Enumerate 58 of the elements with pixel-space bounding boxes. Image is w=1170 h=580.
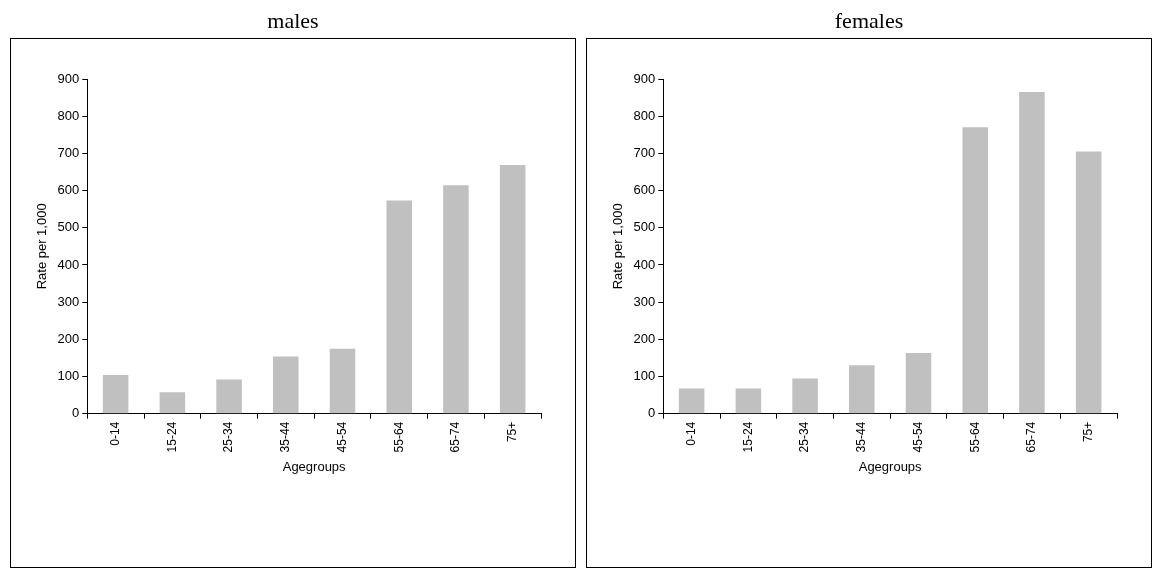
y-tick-label: 700: [57, 144, 80, 160]
x-axis-title: Agegroups: [282, 458, 347, 474]
chart-title: males: [267, 8, 319, 35]
y-tick-label: 900: [57, 70, 80, 86]
x-tick-label: 45-54: [334, 421, 349, 453]
bar: [962, 127, 988, 414]
bar: [792, 378, 818, 414]
y-tick-label: 500: [57, 219, 80, 235]
x-tick-label: 35-44: [278, 421, 293, 453]
bar: [678, 388, 705, 414]
x-tick-label: 0-14: [683, 421, 698, 446]
bar: [443, 185, 469, 414]
y-tick-label: 100: [57, 368, 80, 384]
y-tick-label: 800: [57, 107, 80, 123]
x-tick-label: 45-54: [910, 421, 925, 453]
bar: [386, 200, 412, 414]
bar: [159, 392, 186, 414]
x-tick-label: 25-34: [221, 421, 236, 453]
x-tick-label: 15-24: [740, 421, 755, 453]
y-tick-label: 400: [57, 256, 80, 272]
x-tick-label: 75+: [1080, 421, 1095, 443]
y-tick-label: 100: [633, 368, 656, 384]
y-tick-label: 300: [57, 293, 80, 309]
bar: [1075, 151, 1102, 414]
bar: [329, 348, 356, 414]
y-tick-label: 200: [57, 330, 80, 346]
y-axis-title: Rate per 1,000: [610, 203, 626, 290]
y-tick-label: 0: [72, 405, 80, 421]
chart-title: females: [834, 8, 904, 35]
y-tick-label: 500: [633, 219, 656, 235]
y-axis-title: Rate per 1,000: [34, 203, 50, 290]
y-tick-label: 600: [633, 182, 656, 198]
x-tick-label: 0-14: [107, 421, 122, 446]
y-tick-label: 300: [633, 293, 656, 309]
y-tick-label: 800: [633, 107, 656, 123]
x-tick-label: 35-44: [854, 421, 869, 453]
bar: [849, 365, 875, 414]
y-tick-label: 0: [648, 405, 656, 421]
bar: [273, 356, 299, 414]
x-tick-label: 65-74: [1024, 421, 1039, 453]
x-tick-label: 55-64: [967, 421, 982, 453]
bar: [499, 164, 526, 414]
x-tick-label: 75+: [504, 421, 519, 443]
y-tick-label: 600: [57, 182, 80, 198]
x-tick-label: 55-64: [391, 421, 406, 453]
x-tick-label: 25-34: [797, 421, 812, 453]
bar: [905, 353, 932, 414]
bar: [102, 375, 129, 414]
y-tick-label: 900: [633, 70, 656, 86]
x-tick-label: 65-74: [448, 421, 463, 453]
bar: [216, 379, 242, 414]
bar: [1019, 92, 1045, 414]
x-tick-label: 15-24: [164, 421, 179, 453]
x-axis-title: Agegroups: [858, 458, 923, 474]
y-tick-label: 400: [633, 256, 656, 272]
bar: [735, 388, 762, 414]
y-tick-label: 200: [633, 330, 656, 346]
y-tick-label: 700: [633, 144, 656, 160]
